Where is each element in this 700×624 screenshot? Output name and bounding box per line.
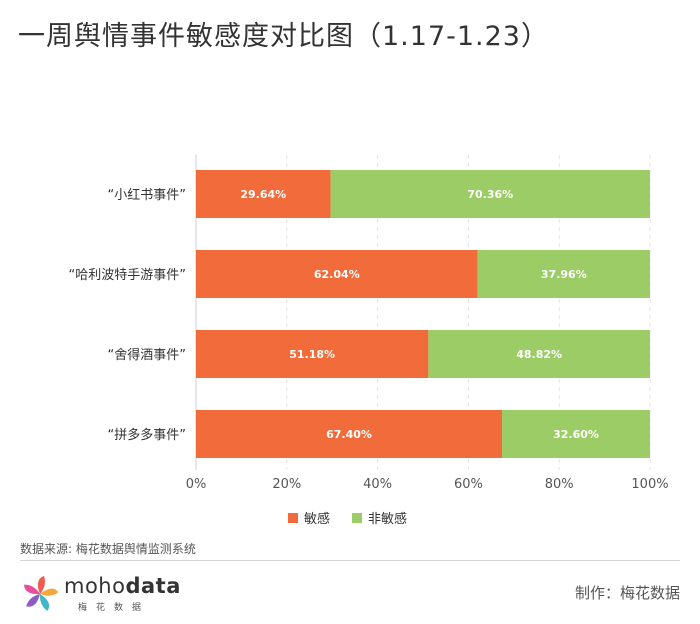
legend-label: 敏感 [304,511,330,527]
x-tick-label: 20% [272,477,301,492]
bar-segment [330,170,650,218]
x-tick-label: 60% [454,477,483,492]
bar-segment [428,330,650,378]
x-tick-label: 40% [363,477,392,492]
legend-swatch [288,513,298,523]
stacked-bar-chart: 0% 20% 40% 60% 80% 100% 29.64% 70.36% “小红书事件” 62.… [69,155,669,527]
bar-segment [196,410,502,458]
page-title: 一周舆情事件敏感度对比图（1.17-1.23） [18,21,549,52]
data-label: 70.36% [467,188,513,201]
x-tick-label: 80% [545,477,574,492]
data-label: 29.64% [240,188,286,201]
logo-subtitle: 梅花数据 [78,603,151,613]
category-label: “拼多多事件” [108,427,186,443]
x-tick-label: 0% [186,477,207,492]
data-label: 48.82% [516,348,562,361]
divider [20,560,680,561]
category-label: “舍得酒事件” [108,347,186,363]
bar-segment [501,410,650,458]
flower-logo-icon [24,576,59,611]
legend-swatch [352,513,362,523]
bar-segment [196,330,429,378]
legend-label: 非敏感 [368,511,407,527]
x-tick-label: 100% [631,477,668,492]
logo: mohodata 梅花数据 [20,572,220,616]
data-label: 62.04% [314,268,360,281]
bar-segment [477,250,650,298]
data-label: 51.18% [289,348,335,361]
bar-segment [196,250,478,298]
credit: 制作：梅花数据 [574,584,680,602]
category-label: “小红书事件” [108,187,186,203]
logo-wordmark: mohodata [64,574,181,598]
data-label: 32.60% [553,428,599,441]
data-label: 67.40% [326,428,372,441]
data-source: 数据来源: 梅花数据舆情监测系统 [20,542,196,556]
category-label: “哈利波特手游事件” [69,268,186,283]
data-label: 37.96% [541,268,587,281]
bar-segment [196,170,331,218]
